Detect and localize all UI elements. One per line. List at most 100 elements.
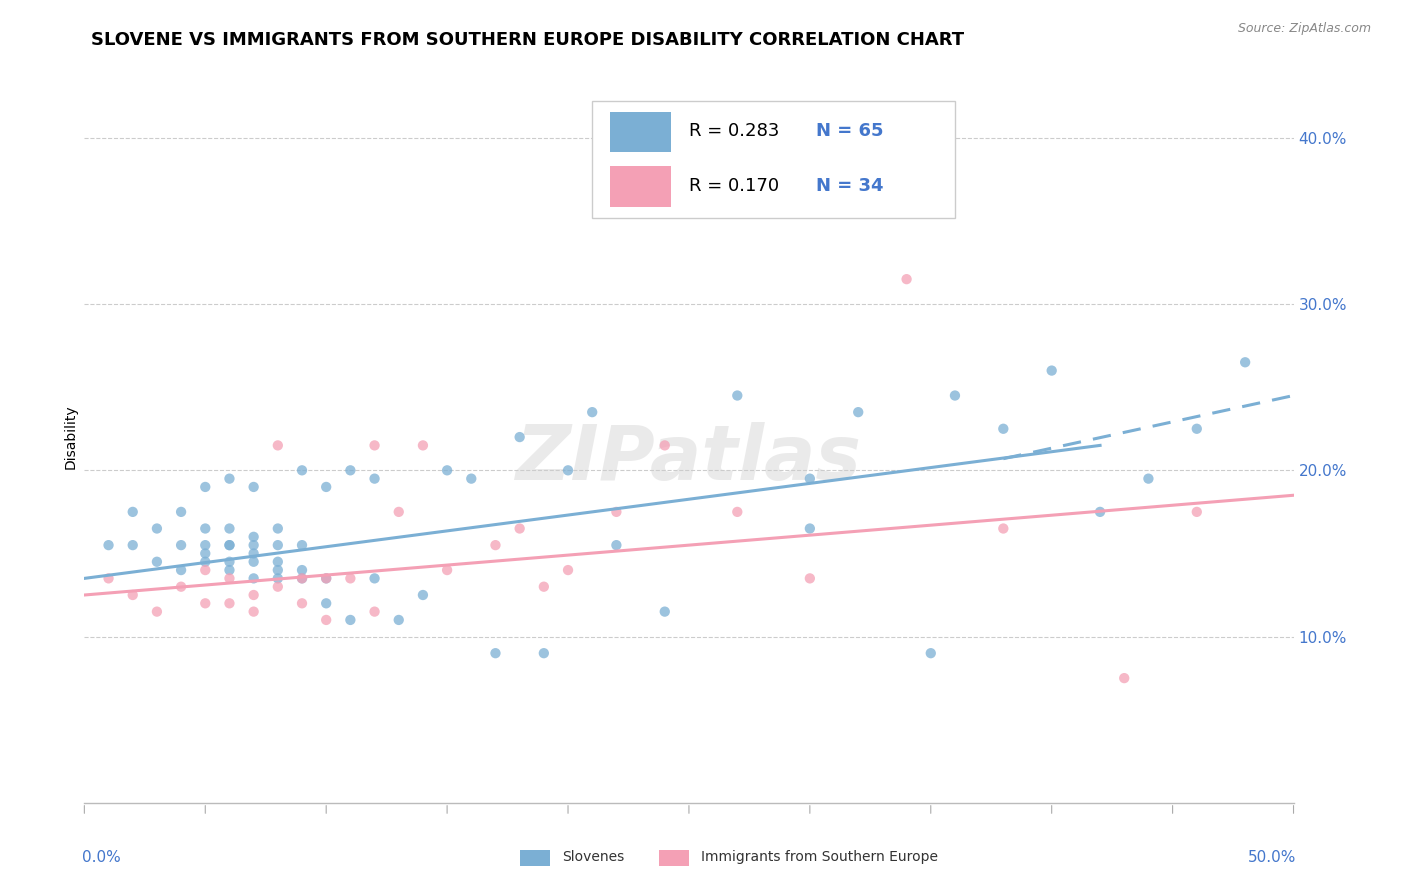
- Point: [1137, 472, 1160, 486]
- Point: [242, 588, 264, 602]
- Point: [920, 646, 942, 660]
- Point: [315, 596, 337, 610]
- Point: [654, 605, 676, 619]
- Point: [194, 596, 217, 610]
- Point: [557, 563, 579, 577]
- Point: [484, 646, 506, 660]
- Point: [267, 555, 290, 569]
- Point: [218, 521, 240, 535]
- Point: [605, 505, 627, 519]
- Text: R = 0.283: R = 0.283: [689, 122, 779, 140]
- Point: [267, 438, 290, 452]
- Text: N = 34: N = 34: [815, 178, 883, 195]
- Point: [218, 538, 240, 552]
- Point: [339, 571, 361, 585]
- Point: [557, 463, 579, 477]
- Point: [170, 538, 193, 552]
- Point: [121, 538, 143, 552]
- Point: [388, 505, 411, 519]
- Text: Immigrants from Southern Europe: Immigrants from Southern Europe: [702, 850, 938, 864]
- FancyBboxPatch shape: [592, 101, 955, 218]
- Point: [242, 555, 264, 569]
- Point: [97, 571, 120, 585]
- Point: [339, 613, 361, 627]
- Point: [1185, 505, 1208, 519]
- Point: [121, 588, 143, 602]
- Point: [1234, 355, 1257, 369]
- Point: [267, 521, 290, 535]
- Text: ZIPatlas: ZIPatlas: [516, 422, 862, 496]
- Point: [291, 571, 314, 585]
- Point: [1088, 505, 1111, 519]
- Point: [218, 563, 240, 577]
- Point: [194, 555, 217, 569]
- Point: [363, 472, 385, 486]
- Point: [581, 405, 603, 419]
- Point: [363, 571, 385, 585]
- Point: [194, 546, 217, 560]
- Point: [194, 563, 217, 577]
- Point: [943, 388, 966, 402]
- Point: [291, 538, 314, 552]
- Point: [121, 505, 143, 519]
- Point: [799, 521, 821, 535]
- Text: Source: ZipAtlas.com: Source: ZipAtlas.com: [1237, 22, 1371, 36]
- Point: [267, 538, 290, 552]
- Text: Slovenes: Slovenes: [562, 850, 624, 864]
- Point: [605, 538, 627, 552]
- Y-axis label: Disability: Disability: [63, 405, 77, 469]
- Point: [460, 472, 482, 486]
- Point: [242, 605, 264, 619]
- Point: [436, 463, 458, 477]
- Point: [291, 463, 314, 477]
- Point: [291, 563, 314, 577]
- FancyBboxPatch shape: [659, 849, 689, 866]
- Point: [291, 596, 314, 610]
- Text: 0.0%: 0.0%: [82, 850, 121, 865]
- Point: [146, 521, 169, 535]
- Point: [218, 538, 240, 552]
- Point: [315, 480, 337, 494]
- Text: 50.0%: 50.0%: [1247, 850, 1296, 865]
- Point: [993, 422, 1015, 436]
- Point: [315, 571, 337, 585]
- Point: [218, 596, 240, 610]
- Point: [242, 546, 264, 560]
- Point: [799, 571, 821, 585]
- Point: [170, 505, 193, 519]
- Point: [146, 605, 169, 619]
- Point: [218, 555, 240, 569]
- Point: [363, 438, 385, 452]
- Point: [725, 505, 748, 519]
- Point: [725, 388, 748, 402]
- Point: [751, 205, 773, 219]
- Point: [242, 538, 264, 552]
- Point: [315, 571, 337, 585]
- Point: [242, 480, 264, 494]
- Point: [363, 605, 385, 619]
- Point: [242, 571, 264, 585]
- Point: [218, 571, 240, 585]
- Point: [267, 563, 290, 577]
- Point: [484, 538, 506, 552]
- Text: SLOVENE VS IMMIGRANTS FROM SOUTHERN EUROPE DISABILITY CORRELATION CHART: SLOVENE VS IMMIGRANTS FROM SOUTHERN EURO…: [91, 31, 965, 49]
- FancyBboxPatch shape: [520, 849, 550, 866]
- Point: [315, 613, 337, 627]
- Point: [654, 438, 676, 452]
- FancyBboxPatch shape: [610, 167, 671, 207]
- Point: [170, 580, 193, 594]
- Text: R = 0.170: R = 0.170: [689, 178, 779, 195]
- Point: [194, 538, 217, 552]
- Point: [170, 563, 193, 577]
- Point: [146, 555, 169, 569]
- Point: [509, 430, 531, 444]
- Point: [533, 580, 555, 594]
- Point: [97, 538, 120, 552]
- Point: [267, 571, 290, 585]
- Point: [412, 588, 434, 602]
- Point: [896, 272, 918, 286]
- Point: [242, 530, 264, 544]
- Point: [993, 521, 1015, 535]
- Point: [291, 571, 314, 585]
- Point: [436, 563, 458, 577]
